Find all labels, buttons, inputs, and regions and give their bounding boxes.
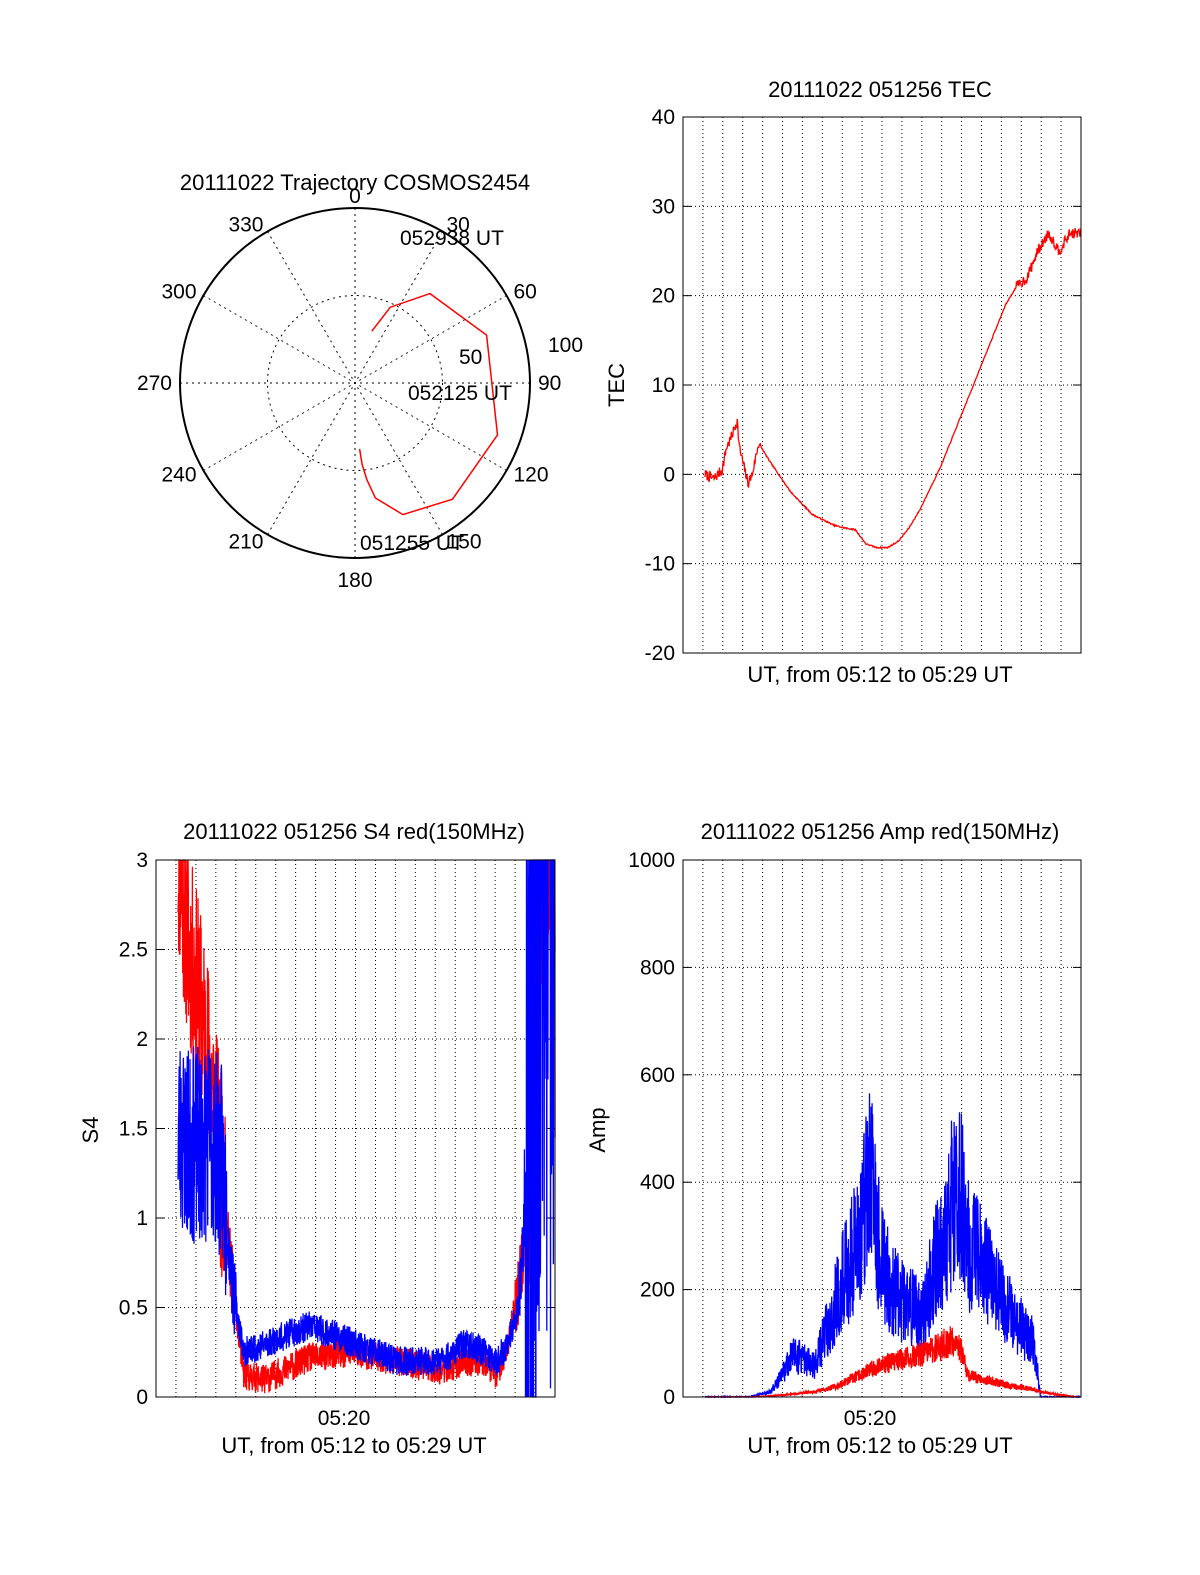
polar-angle-label: 210	[228, 530, 263, 553]
y-tick-label: 1000	[628, 849, 675, 872]
y-tick-label: 0	[663, 1386, 675, 1409]
y-tick-label: 3	[136, 849, 148, 872]
s4-x-label: UT, from 05:12 to 05:29 UT	[221, 1433, 486, 1458]
y-tick-label: -10	[645, 553, 675, 576]
amp-x-tick-label: 05:20	[844, 1407, 897, 1430]
polar-angle-label: 240	[161, 464, 196, 487]
s4-title: 20111022 051256 S4 red(150MHz)	[183, 819, 525, 844]
polar-inner-circle	[267, 295, 443, 471]
polar-angle-label: 90	[538, 372, 561, 395]
trajectory-time-start: 051255 UT	[360, 532, 464, 555]
s4-x-tick-label: 05:20	[318, 1407, 371, 1430]
trajectory-time-mid: 052125 UT	[408, 382, 512, 405]
y-tick-label: 0.5	[119, 1297, 148, 1320]
s4-y-label: S4	[78, 1117, 103, 1144]
polar-angle-label: 150	[447, 530, 482, 553]
amp-plot-frame	[682, 859, 1082, 1398]
tec-title: 20111022 051256 TEC	[768, 77, 992, 102]
polar-angle-label: 180	[337, 569, 372, 592]
y-tick-label: 10	[652, 374, 675, 397]
polar-angle-label: 330	[228, 214, 263, 237]
trajectory-time-end: 052938 UT	[400, 227, 504, 250]
polar-angle-label: 0	[349, 185, 361, 208]
s4-blue-series-line	[177, 859, 556, 1398]
amp-y-label: Amp	[585, 1107, 610, 1152]
polar-trajectory-line	[358, 292, 499, 516]
polar-angle-label: 120	[513, 464, 548, 487]
y-tick-label: 400	[640, 1171, 675, 1194]
y-tick-label: 30	[652, 195, 675, 218]
amp-chart: 20111022 051256 Amp red(150MHz) 0 200 400 6…	[585, 819, 1082, 1458]
polar-radial-label-100: 100	[548, 334, 583, 357]
y-tick-label: 800	[640, 956, 675, 979]
tec-series-line	[704, 227, 1082, 550]
polar-angle-label: 30	[447, 214, 470, 237]
polar-radial-label-50: 50	[459, 346, 482, 369]
tec-y-tick-labels: -20 -10 0 10 20 30 40	[645, 106, 1081, 665]
amp-blue-series-line	[704, 1093, 1082, 1399]
polar-angle-labels: 0 30 60 90 120 150 180 210 240 270 300 330	[137, 185, 561, 592]
polar-title: 20111022 Trajectory COSMOS2454	[180, 170, 530, 195]
amp-red-series-line	[704, 1326, 1082, 1399]
s4-chart: 20111022 051256 S4 red(150MHz) 0 0.5 1 1.5 2…	[78, 819, 556, 1458]
y-tick-label: 200	[640, 1279, 675, 1302]
polar-angle-label: 60	[513, 281, 536, 304]
y-tick-label: 2.5	[119, 939, 148, 962]
y-tick-label: 0	[663, 463, 675, 486]
amp-y-tick-labels: 0 200 400 600 800 1000	[628, 849, 1081, 1409]
y-tick-label: 1.5	[119, 1118, 148, 1141]
amp-x-label: UT, from 05:12 to 05:29 UT	[747, 1433, 1012, 1458]
y-tick-label: -20	[645, 642, 675, 665]
y-tick-label: 0	[136, 1386, 148, 1409]
tec-y-label: TEC	[604, 363, 629, 407]
y-tick-label: 40	[652, 106, 675, 129]
polar-trajectory-chart: 20111022 Trajectory COSMOS2454 0 30 60 90 12…	[137, 170, 583, 592]
polar-grid	[179, 207, 531, 559]
tec-plot-frame	[682, 116, 1082, 654]
y-tick-label: 1	[136, 1207, 148, 1230]
polar-angle-label: 270	[137, 372, 172, 395]
polar-spoke	[267, 231, 443, 535]
y-tick-label: 2	[136, 1028, 148, 1051]
tec-grid	[683, 117, 1081, 653]
y-tick-label: 20	[652, 285, 675, 308]
y-tick-label: 600	[640, 1064, 675, 1087]
s4-plot-frame	[155, 859, 556, 1398]
tec-x-label: UT, from 05:12 to 05:29 UT	[747, 662, 1012, 687]
amp-title: 20111022 051256 Amp red(150MHz)	[701, 819, 1060, 844]
polar-angle-label: 300	[161, 281, 196, 304]
